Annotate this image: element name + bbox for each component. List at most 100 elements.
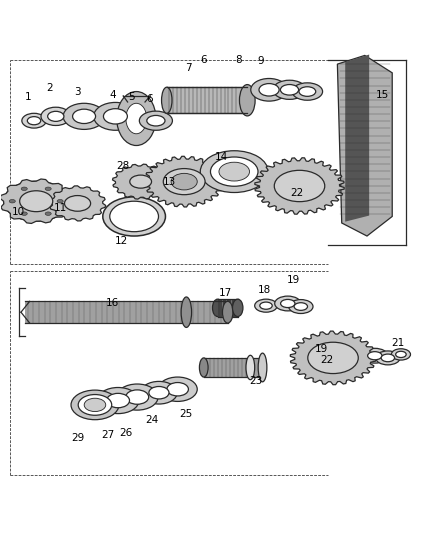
Ellipse shape xyxy=(106,393,130,408)
Ellipse shape xyxy=(292,83,322,100)
Ellipse shape xyxy=(274,171,325,201)
Text: 7: 7 xyxy=(185,63,192,74)
Ellipse shape xyxy=(181,297,191,327)
Ellipse shape xyxy=(362,349,388,363)
Text: 26: 26 xyxy=(119,428,132,438)
Ellipse shape xyxy=(289,300,313,313)
Ellipse shape xyxy=(147,116,165,126)
Ellipse shape xyxy=(251,78,287,101)
Ellipse shape xyxy=(200,151,268,192)
Ellipse shape xyxy=(199,358,208,377)
Ellipse shape xyxy=(45,187,51,190)
Ellipse shape xyxy=(21,187,27,190)
Ellipse shape xyxy=(130,175,152,188)
Text: 6: 6 xyxy=(201,55,207,65)
Ellipse shape xyxy=(171,173,197,190)
Ellipse shape xyxy=(20,191,53,212)
Text: 19: 19 xyxy=(286,276,300,286)
Ellipse shape xyxy=(299,87,316,96)
Ellipse shape xyxy=(110,201,159,232)
Ellipse shape xyxy=(259,84,279,96)
Ellipse shape xyxy=(367,352,382,360)
Ellipse shape xyxy=(41,107,71,125)
Text: 18: 18 xyxy=(258,286,271,295)
Text: 22: 22 xyxy=(320,355,334,365)
Ellipse shape xyxy=(97,387,139,414)
Ellipse shape xyxy=(94,102,137,130)
Polygon shape xyxy=(345,54,369,222)
Polygon shape xyxy=(25,301,228,323)
Ellipse shape xyxy=(381,354,395,362)
Ellipse shape xyxy=(4,181,69,221)
Ellipse shape xyxy=(126,103,147,134)
Ellipse shape xyxy=(258,353,267,382)
Ellipse shape xyxy=(103,109,127,124)
Text: 9: 9 xyxy=(257,56,264,66)
Text: 6: 6 xyxy=(146,94,153,104)
Ellipse shape xyxy=(71,390,119,419)
Text: 17: 17 xyxy=(219,288,232,297)
Text: 8: 8 xyxy=(235,55,242,65)
Text: 14: 14 xyxy=(215,152,228,162)
Text: 13: 13 xyxy=(162,176,176,187)
Ellipse shape xyxy=(48,111,64,122)
Text: 24: 24 xyxy=(145,415,158,425)
Text: 28: 28 xyxy=(117,160,130,171)
Polygon shape xyxy=(290,331,376,385)
Polygon shape xyxy=(49,186,106,221)
Ellipse shape xyxy=(376,351,400,365)
Text: 11: 11 xyxy=(53,203,67,213)
Ellipse shape xyxy=(158,377,197,401)
Text: 16: 16 xyxy=(106,298,119,309)
Text: 29: 29 xyxy=(71,433,84,443)
Ellipse shape xyxy=(162,87,172,114)
Polygon shape xyxy=(0,179,72,223)
Ellipse shape xyxy=(233,299,243,317)
Ellipse shape xyxy=(275,296,301,311)
Ellipse shape xyxy=(78,394,112,415)
Text: 25: 25 xyxy=(180,409,193,418)
Text: 21: 21 xyxy=(391,338,404,348)
Ellipse shape xyxy=(223,301,233,323)
Polygon shape xyxy=(204,358,262,377)
Text: 27: 27 xyxy=(101,430,115,440)
Ellipse shape xyxy=(21,212,27,215)
Ellipse shape xyxy=(117,92,156,146)
Text: 19: 19 xyxy=(314,344,328,354)
Ellipse shape xyxy=(149,386,169,399)
Polygon shape xyxy=(167,87,247,114)
Ellipse shape xyxy=(254,299,277,312)
Polygon shape xyxy=(144,156,224,207)
Ellipse shape xyxy=(246,356,254,379)
Ellipse shape xyxy=(27,117,41,125)
Ellipse shape xyxy=(126,390,148,404)
Ellipse shape xyxy=(84,398,106,411)
Ellipse shape xyxy=(57,199,63,203)
Text: 10: 10 xyxy=(11,207,25,217)
Text: 23: 23 xyxy=(249,376,263,385)
Ellipse shape xyxy=(45,212,51,215)
Ellipse shape xyxy=(396,351,406,358)
Ellipse shape xyxy=(294,303,307,310)
Text: 1: 1 xyxy=(25,92,32,102)
Polygon shape xyxy=(337,55,392,236)
Ellipse shape xyxy=(167,383,188,396)
Ellipse shape xyxy=(391,349,410,360)
Ellipse shape xyxy=(73,109,95,124)
Text: 12: 12 xyxy=(114,236,128,246)
Polygon shape xyxy=(113,164,169,199)
Text: 3: 3 xyxy=(74,87,81,98)
Ellipse shape xyxy=(240,85,255,116)
Ellipse shape xyxy=(64,196,91,211)
Ellipse shape xyxy=(281,300,295,308)
Ellipse shape xyxy=(308,342,358,374)
Polygon shape xyxy=(218,299,238,317)
Text: 15: 15 xyxy=(375,90,389,100)
Text: 4: 4 xyxy=(109,90,116,100)
Ellipse shape xyxy=(116,384,158,410)
Text: 22: 22 xyxy=(290,188,303,198)
Text: 2: 2 xyxy=(46,83,53,93)
Ellipse shape xyxy=(163,168,205,195)
Ellipse shape xyxy=(63,103,105,130)
Ellipse shape xyxy=(219,162,250,181)
